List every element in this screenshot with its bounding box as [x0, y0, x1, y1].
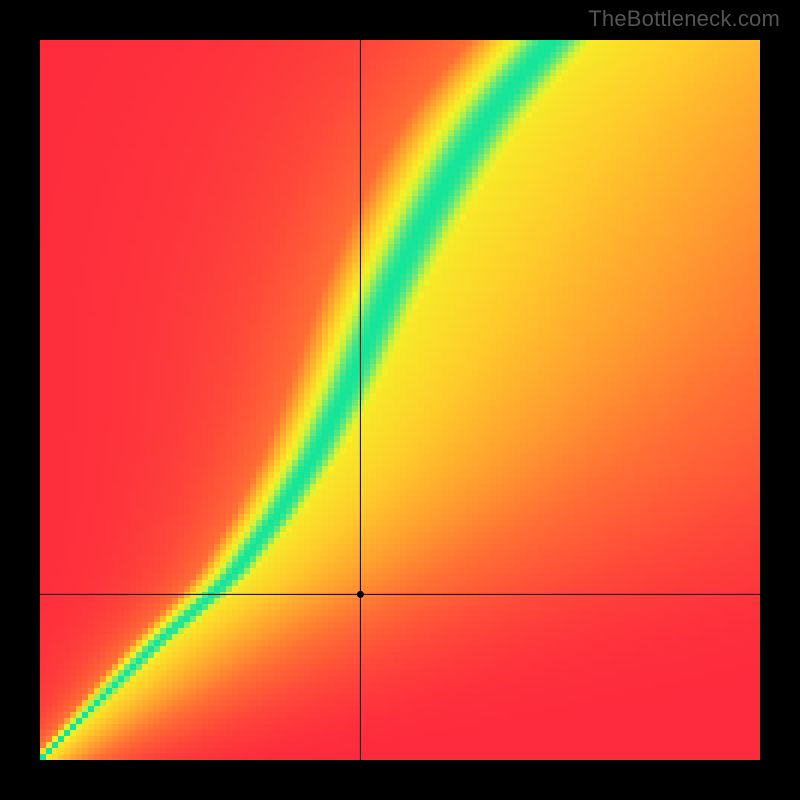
heatmap-canvas [40, 40, 760, 760]
frame: TheBottleneck.com [0, 0, 800, 800]
watermark-text: TheBottleneck.com [588, 6, 780, 32]
plot-area [40, 40, 760, 760]
